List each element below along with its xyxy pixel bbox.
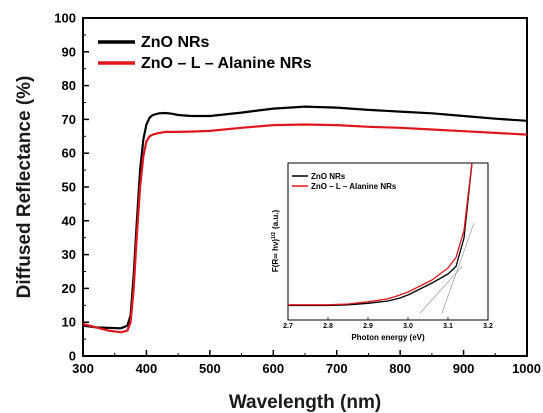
inset-frame — [287, 162, 489, 321]
y-axis-ticks: 0 10 20 30 40 50 60 70 80 90 100 — [54, 11, 89, 364]
inset-series-line-0 — [288, 162, 473, 307]
y-tick-label: 30 — [62, 247, 76, 262]
inset-x-tick-label: 2.7 — [283, 323, 293, 330]
inset-y-axis-label-unit: (a.u.) — [271, 210, 280, 229]
y-tick-label: 90 — [62, 44, 76, 59]
y-tick-label: 100 — [54, 11, 76, 26]
inset-y-axis-label-exponent: 1/2 — [271, 232, 277, 239]
inset-x-tick-label: 3.0 — [403, 323, 413, 330]
inset-legend: ZnO NRs ZnO – L – Alanine NRs — [292, 172, 397, 191]
inset-x-tick-label: 3.1 — [443, 323, 453, 330]
legend-label-zno: ZnO NRs — [141, 34, 210, 51]
inset-x-tick-label: 3.2 — [483, 323, 493, 330]
inset-series-line-1 — [288, 162, 473, 306]
y-tick-label: 20 — [62, 281, 76, 296]
x-tick-label: 900 — [453, 361, 475, 376]
inset-x-axis-ticks: 2.7 2.8 2.9 3.0 3.1 3.2 — [283, 317, 493, 330]
x-tick-label: 1000 — [512, 361, 541, 376]
inset-tangent-line-1 — [441, 222, 475, 314]
inset-y-axis-label: F(R∞ hν)1/2 (a.u.) — [271, 210, 280, 273]
inset-x-tick-label: 2.8 — [323, 323, 333, 330]
inset-chart: 2.7 2.8 2.9 3.0 3.1 3.2 Photon energy (eV) F(… — [271, 162, 493, 342]
y-tick-label: 60 — [62, 146, 76, 161]
inset-tangent-line-0 — [419, 266, 463, 314]
legend-label-zno-alanine: ZnO – L – Alanine NRs — [141, 55, 312, 72]
y-tick-label: 10 — [62, 315, 76, 330]
inset-tangent-lines — [419, 222, 475, 314]
x-tick-label: 700 — [326, 361, 348, 376]
x-axis-label: Wavelength (nm) — [229, 392, 381, 413]
y-tick-label: 70 — [62, 112, 76, 127]
series-lines — [82, 105, 528, 334]
series-line-0 — [82, 105, 528, 330]
y-tick-label: 40 — [62, 213, 76, 228]
inset-x-tick-label: 2.9 — [363, 323, 373, 330]
x-tick-label: 400 — [136, 361, 158, 376]
inset-legend-label-zno: ZnO NRs — [311, 172, 346, 181]
x-tick-label: 800 — [389, 361, 411, 376]
legend: ZnO NRs ZnO – L – Alanine NRs — [98, 34, 312, 72]
y-axis-label: Diffused Reflectance (%) — [14, 76, 35, 299]
x-tick-label: 300 — [72, 361, 94, 376]
x-tick-label: 500 — [199, 361, 221, 376]
x-axis-ticks: 300 400 500 600 700 800 900 1000 — [72, 350, 541, 376]
series-line-1 — [82, 123, 528, 334]
inset-legend-label-zno-alanine: ZnO – L – Alanine NRs — [311, 182, 397, 191]
inset-y-axis-label-main: F(R∞ hν) — [271, 239, 280, 273]
y-tick-label: 50 — [62, 180, 76, 195]
y-tick-label: 0 — [69, 349, 76, 364]
inset-x-axis-label: Photon energy (eV) — [351, 333, 425, 342]
inset-series-lines — [288, 162, 473, 307]
x-tick-label: 600 — [262, 361, 284, 376]
y-tick-label: 80 — [62, 78, 76, 93]
